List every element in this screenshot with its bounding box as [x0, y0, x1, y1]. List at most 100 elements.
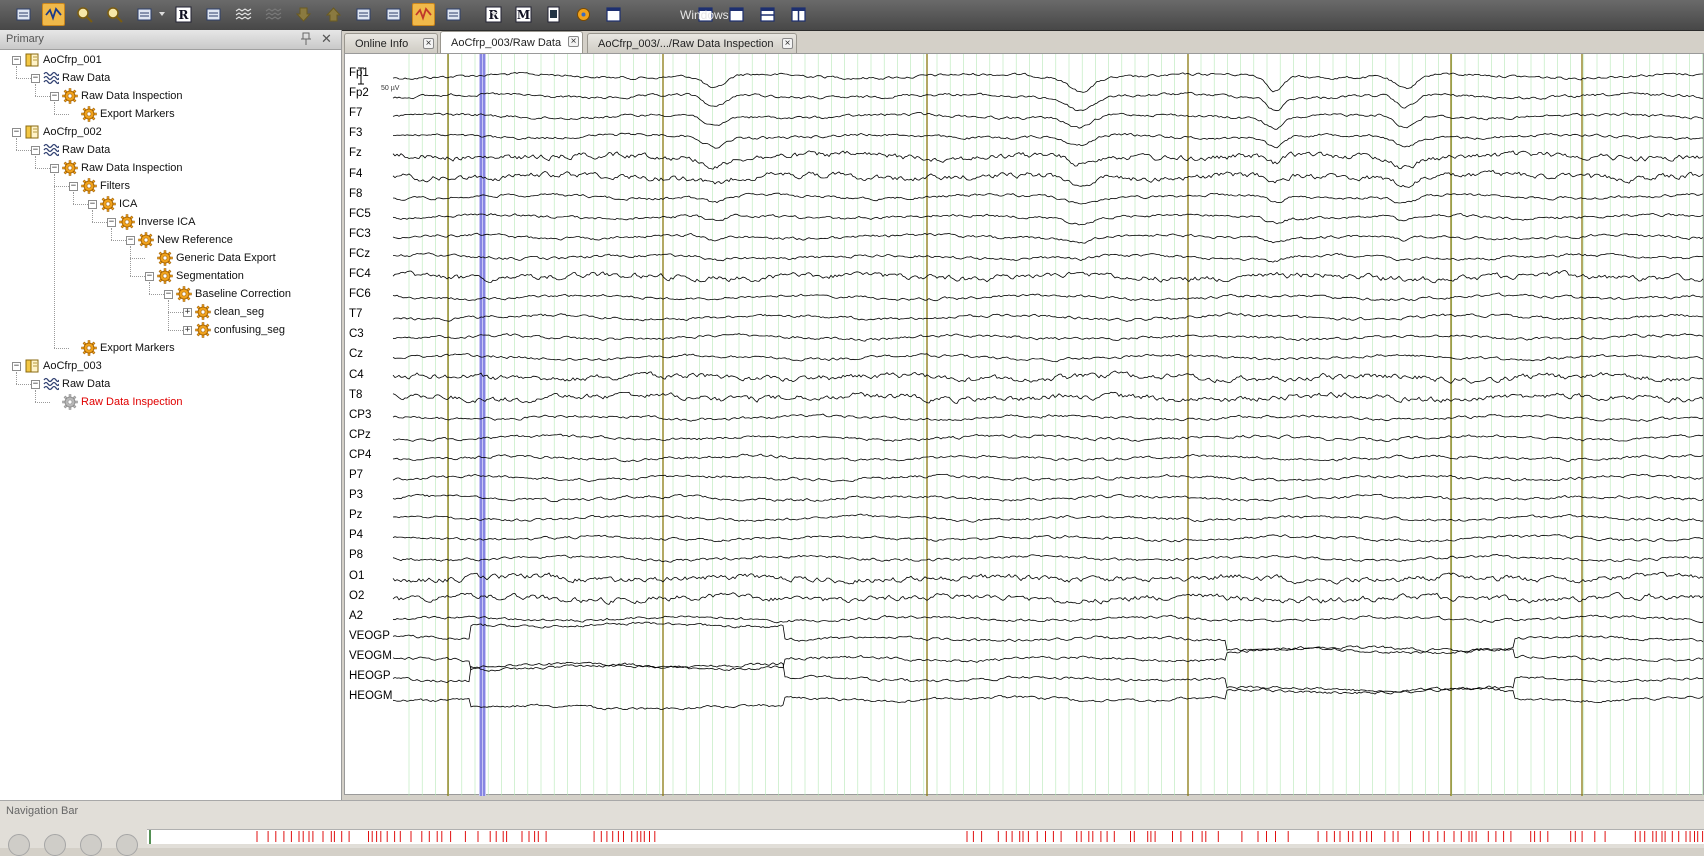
channel-label[interactable]: P3 — [349, 489, 364, 502]
doc-tab[interactable]: Online Info × — [344, 33, 438, 53]
tree-node[interactable]: − Raw Data — [31, 69, 110, 87]
dropdown-caret-icon[interactable] — [159, 12, 165, 16]
open-workspace-icon[interactable] — [12, 3, 35, 26]
tree-node[interactable]: − Raw Data — [31, 375, 110, 393]
collapse-icon[interactable]: − — [31, 72, 40, 83]
channel-label[interactable]: P4 — [349, 529, 364, 542]
close-panel-icon[interactable]: ✕ — [321, 31, 332, 46]
collapse-icon[interactable]: − — [12, 360, 21, 371]
tree-node[interactable]: Export Markers — [69, 339, 175, 357]
tree-node[interactable]: + clean_seg — [183, 303, 264, 321]
channel-label[interactable]: O2 — [349, 589, 365, 602]
channel-label[interactable]: FCz — [349, 247, 371, 260]
tree-node[interactable]: − ICA — [88, 195, 137, 213]
channel-label[interactable]: FC4 — [349, 268, 371, 280]
tree-node[interactable]: − New Reference — [126, 231, 233, 249]
waveform-icon[interactable] — [232, 3, 255, 26]
channel-label[interactable]: Fz — [349, 147, 362, 160]
close-tab-icon[interactable]: × — [568, 36, 579, 47]
collapse-icon[interactable]: − — [69, 180, 78, 191]
montage-icon[interactable] — [382, 3, 405, 26]
channels-icon[interactable] — [442, 3, 465, 26]
channel-label[interactable]: A2 — [349, 609, 364, 622]
dropdown-caret-icon[interactable] — [491, 12, 497, 16]
channel-label[interactable]: F7 — [349, 107, 363, 120]
channel-label[interactable]: P8 — [349, 549, 364, 562]
channel-label[interactable]: C3 — [349, 328, 364, 341]
nav-next-button[interactable] — [80, 834, 102, 856]
collapse-icon[interactable]: − — [164, 288, 173, 299]
close-tab-icon[interactable]: × — [423, 38, 434, 49]
tree-node[interactable]: + confusing_seg — [183, 321, 285, 339]
eeg-view[interactable]: Fp1 Fp2 F7 F3 Fz F4 F8 FC5 FC3 FCz FC4 FC6 T7 C3 Cz C4 T… — [344, 53, 1704, 796]
book-icon[interactable] — [542, 3, 565, 26]
channel-label[interactable]: HEOGM — [349, 690, 393, 703]
channel-label[interactable]: CP4 — [349, 448, 372, 461]
channel-label[interactable]: VEOGP — [349, 629, 390, 642]
arrow-down-icon[interactable] — [292, 3, 315, 26]
channel-label[interactable]: F3 — [349, 127, 363, 140]
collapse-icon[interactable]: − — [88, 198, 97, 209]
channel-label[interactable]: Fp2 — [349, 87, 369, 100]
collapse-icon[interactable]: − — [31, 144, 40, 155]
channel-label[interactable]: Fp1 — [349, 67, 369, 79]
channel-label[interactable]: CP3 — [349, 408, 372, 421]
tree-node[interactable]: − Raw Data Inspection — [50, 159, 183, 177]
channel-label[interactable]: C4 — [349, 368, 364, 381]
channel-label[interactable]: CPz — [349, 428, 371, 441]
tree-node[interactable]: Generic Data Export — [145, 249, 276, 267]
close-tab-icon[interactable]: × — [782, 38, 793, 49]
channel-label[interactable]: VEOGM — [349, 649, 392, 662]
channel-label[interactable]: F8 — [349, 187, 363, 200]
settings-icon[interactable] — [572, 3, 595, 26]
grid-icon[interactable] — [202, 3, 225, 26]
overlay-icon[interactable] — [412, 3, 435, 26]
layout-icon[interactable] — [133, 3, 156, 26]
new-window-icon[interactable] — [694, 3, 717, 26]
tile-vertical-icon[interactable] — [787, 3, 810, 26]
tree-node[interactable]: − AoCfrp_001 — [12, 51, 102, 69]
tree-node[interactable]: − Segmentation — [145, 267, 244, 285]
collapse-icon[interactable]: − — [107, 216, 116, 227]
collapse-icon[interactable]: − — [31, 378, 40, 389]
tree-node[interactable]: − AoCfrp_002 — [12, 123, 102, 141]
tree-node[interactable]: − Inverse ICA — [107, 213, 195, 231]
channel-label[interactable]: FC6 — [349, 288, 371, 301]
collapse-icon[interactable]: − — [126, 234, 135, 245]
collapse-icon[interactable]: − — [50, 162, 59, 173]
nav-last-button[interactable] — [116, 834, 138, 856]
expand-icon[interactable]: + — [183, 324, 192, 335]
doc-tab[interactable]: AoCfrp_003/.../Raw Data Inspection × — [587, 33, 797, 53]
windows-menu-label[interactable]: Windows — [680, 8, 729, 22]
m-box-icon[interactable]: M — [512, 3, 535, 26]
markers-icon[interactable] — [352, 3, 375, 26]
tree-node[interactable]: − AoCfrp_003 — [12, 357, 102, 375]
doc-tab[interactable]: AoCfrp_003/Raw Data × — [440, 31, 583, 53]
collapse-icon[interactable]: − — [12, 54, 21, 65]
navigation-track[interactable] — [147, 829, 1704, 844]
tree-node[interactable]: − Filters — [69, 177, 130, 195]
channel-label[interactable]: Cz — [349, 348, 364, 361]
channel-label[interactable]: HEOGP — [349, 670, 391, 682]
cascade-icon[interactable] — [725, 3, 748, 26]
tile-horizontal-icon[interactable] — [756, 3, 779, 26]
stack-icon[interactable] — [262, 3, 285, 26]
expand-icon[interactable]: + — [183, 306, 192, 317]
nav-first-button[interactable] — [8, 834, 30, 856]
monitor-icon[interactable] — [42, 3, 65, 26]
collapse-icon[interactable]: − — [50, 90, 59, 101]
tree-node[interactable]: Export Markers — [69, 105, 175, 123]
channel-label[interactable]: T8 — [349, 388, 363, 401]
arrow-up-icon[interactable] — [322, 3, 345, 26]
channel-label[interactable]: Pz — [349, 509, 363, 522]
tree-node[interactable]: − Raw Data — [31, 141, 110, 159]
channel-label[interactable]: FC3 — [349, 227, 371, 240]
zoom-in-icon[interactable] — [73, 3, 96, 26]
r-icon[interactable]: R — [172, 3, 195, 26]
pin-icon[interactable] — [300, 32, 312, 46]
channel-label[interactable]: F4 — [349, 167, 363, 180]
tree-node[interactable]: Raw Data Inspection — [50, 393, 183, 411]
tile-icon[interactable] — [602, 3, 625, 26]
channel-label[interactable]: O1 — [349, 569, 365, 582]
tree-node[interactable]: − Raw Data Inspection — [50, 87, 183, 105]
